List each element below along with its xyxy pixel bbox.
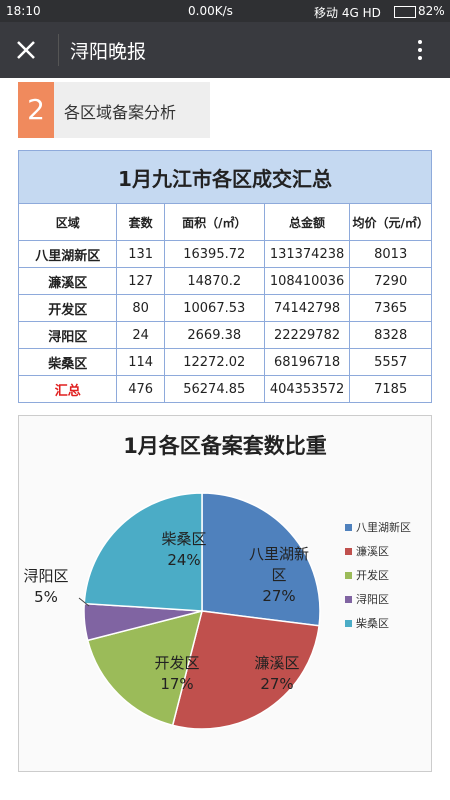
chart-title: 1月各区备案套数比重 bbox=[123, 434, 327, 458]
table-cell: 7365 bbox=[349, 294, 432, 322]
table-cell: 5557 bbox=[349, 348, 432, 376]
table-row: 濂溪区 127 14870.2 108410036 7290 bbox=[17, 267, 432, 295]
legend-swatch bbox=[345, 620, 352, 627]
slice-value: 17% bbox=[160, 675, 194, 693]
table-cell: 68196718 bbox=[263, 348, 351, 376]
app-title: 浔阳晚报 bbox=[70, 41, 147, 63]
slice-label: 开发区 17% bbox=[144, 653, 210, 695]
legend-swatch bbox=[345, 548, 352, 555]
pie-slice bbox=[171, 610, 320, 730]
slice-value: 27% bbox=[262, 587, 296, 605]
table-row: 柴桑区 114 12272.02 68196718 5557 bbox=[17, 348, 432, 376]
pie-slice bbox=[201, 492, 321, 627]
legend-label: 开发区 bbox=[356, 568, 389, 582]
table-cell: 濂溪区 bbox=[17, 267, 118, 295]
table-cell: 14870.2 bbox=[163, 267, 265, 295]
summary-table: 1月九江市各区成交汇总 区域 套数 面积（/㎡） 总金额 均价（元/㎡） 八里湖新区 131… bbox=[17, 150, 432, 403]
leader-line bbox=[78, 597, 90, 607]
slice-label: 柴桑区 24% bbox=[151, 529, 217, 571]
table-cell: 浔阳区 bbox=[17, 321, 118, 349]
app-bar: 浔阳晚报 bbox=[0, 22, 450, 78]
legend-swatch bbox=[345, 524, 352, 531]
chart-box: 1月各区备案套数比重 八里湖新区 濂溪区 开发区 浔阳区 柴桑区 八里湖新区 27% 濂溪区… bbox=[18, 415, 432, 772]
table-row: 浔阳区 24 2669.38 22229782 8328 bbox=[17, 321, 432, 349]
slice-value: 5% bbox=[34, 588, 58, 606]
table-title: 1月九江市各区成交汇总 bbox=[18, 150, 432, 204]
slice-label: 八里湖新区 27% bbox=[246, 544, 312, 607]
table-cell: 24 bbox=[116, 321, 165, 349]
legend-label: 濂溪区 bbox=[356, 544, 389, 558]
table-cell: 开发区 bbox=[17, 294, 118, 322]
table-cell: 108410036 bbox=[263, 267, 351, 295]
header-cell: 总金额 bbox=[263, 203, 351, 241]
pie-slice bbox=[83, 492, 203, 612]
header-cell: 面积（/㎡） bbox=[163, 203, 265, 241]
table-cell: 476 bbox=[116, 375, 165, 403]
table-cell: 22229782 bbox=[263, 321, 351, 349]
slice-value: 24% bbox=[167, 551, 201, 569]
table-cell: 56274.85 bbox=[163, 375, 265, 403]
table-cell: 74142798 bbox=[263, 294, 351, 322]
table-row: 八里湖新区 131 16395.72 131374238 8013 bbox=[17, 240, 432, 268]
table-row: 开发区 80 10067.53 74142798 7365 bbox=[17, 294, 432, 322]
table-cell: 7185 bbox=[349, 375, 432, 403]
table-cell: 114 bbox=[116, 348, 165, 376]
network: 移动 4G HD bbox=[314, 6, 381, 20]
legend-label: 八里湖新区 bbox=[356, 520, 411, 534]
header-cell: 区域 bbox=[17, 203, 118, 241]
close-button[interactable] bbox=[14, 38, 38, 62]
legend-swatch bbox=[345, 572, 352, 579]
slice-label: 濂溪区 27% bbox=[244, 653, 310, 695]
slice-category: 开发区 bbox=[154, 654, 200, 672]
divider bbox=[58, 34, 59, 66]
legend-swatch bbox=[345, 596, 352, 603]
table-cell: 2669.38 bbox=[163, 321, 265, 349]
header-cell: 套数 bbox=[116, 203, 165, 241]
battery: 82% bbox=[418, 4, 445, 18]
table-cell: 131374238 bbox=[263, 240, 351, 268]
battery-icon bbox=[394, 6, 416, 18]
slice-category: 濂溪区 bbox=[254, 654, 300, 672]
header-cell: 均价（元/㎡） bbox=[349, 203, 432, 241]
status-bar: 18:10 0.00K/s 移动 4G HD 82% bbox=[0, 0, 450, 22]
table-cell: 131 bbox=[116, 240, 165, 268]
slice-category: 八里湖新区 bbox=[248, 545, 309, 584]
header-row: 区域 套数 面积（/㎡） 总金额 均价（元/㎡） bbox=[17, 203, 432, 241]
table-cell: 10067.53 bbox=[163, 294, 265, 322]
legend-label: 浔阳区 bbox=[356, 593, 389, 606]
legend-label: 柴桑区 bbox=[356, 616, 389, 630]
table-cell: 127 bbox=[116, 267, 165, 295]
table-cell: 汇总 bbox=[17, 375, 118, 403]
pie-slice bbox=[86, 609, 204, 727]
table-cell: 柴桑区 bbox=[17, 348, 118, 376]
table-cell: 16395.72 bbox=[163, 240, 265, 268]
menu-button[interactable] bbox=[410, 38, 430, 62]
table-row: 汇总 476 56274.85 404353572 7185 bbox=[17, 375, 432, 403]
table-cell: 8328 bbox=[349, 321, 432, 349]
table-cell: 八里湖新区 bbox=[17, 240, 118, 268]
slice-category: 柴桑区 bbox=[161, 530, 207, 548]
time: 18:10 bbox=[6, 4, 41, 18]
table-cell: 8013 bbox=[349, 240, 432, 268]
table-cell: 80 bbox=[116, 294, 165, 322]
section-number: 2 bbox=[18, 82, 54, 138]
table-cell: 404353572 bbox=[263, 375, 351, 403]
slice-value: 27% bbox=[260, 675, 294, 693]
table-cell: 12272.02 bbox=[163, 348, 265, 376]
slice-category: 浔阳区 bbox=[23, 567, 69, 585]
table-cell: 7290 bbox=[349, 267, 432, 295]
section-title: 各区域备案分析 bbox=[64, 103, 177, 122]
section-header: 2 各区域备案分析 bbox=[18, 82, 210, 138]
net-speed: 0.00K/s bbox=[188, 4, 233, 18]
slice-label: 浔阳区 5% bbox=[13, 566, 79, 608]
